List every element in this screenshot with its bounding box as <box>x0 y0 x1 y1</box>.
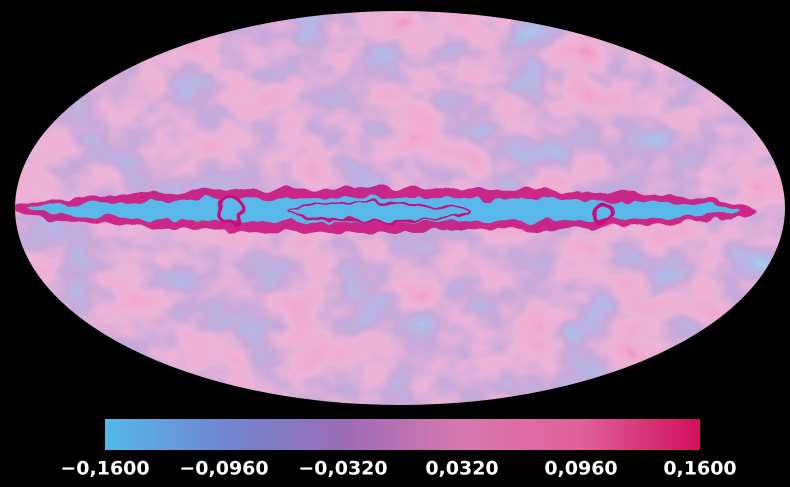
colorbar-tick-label: −0,1600 <box>60 458 149 480</box>
colorbar-tick-label: 0,1600 <box>663 458 736 480</box>
colorbar <box>105 419 700 450</box>
galactic-plane <box>15 188 755 232</box>
colorbar-tick-label: 0,0320 <box>425 458 498 480</box>
colorbar-tick-label: −0,0320 <box>298 458 387 480</box>
colorbar-tick-label: −0,0960 <box>179 458 268 480</box>
sky-map-figure: −0,1600 −0,0960 −0,0320 0,0320 0,0960 0,1600 <box>0 0 790 487</box>
colorbar-tick-label: 0,0960 <box>544 458 617 480</box>
